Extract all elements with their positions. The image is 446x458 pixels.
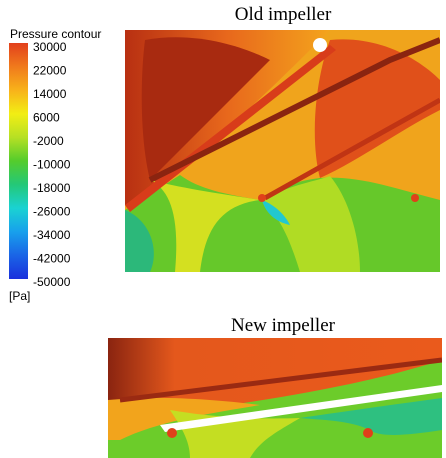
panel-title: New impeller bbox=[231, 315, 336, 336]
legend-unit: [Pa] bbox=[9, 289, 30, 303]
new-impeller-contour bbox=[108, 338, 442, 458]
legend-label: 30000 bbox=[33, 40, 67, 54]
panel-title: Old impeller bbox=[235, 4, 332, 25]
legend-label: 14000 bbox=[33, 87, 67, 101]
legend-label: -18000 bbox=[33, 181, 71, 195]
legend-label: -2000 bbox=[33, 134, 64, 148]
legend-label: 22000 bbox=[33, 64, 67, 78]
old-impeller-contour bbox=[125, 30, 440, 272]
legend-label: -26000 bbox=[33, 205, 71, 219]
legend-label: -10000 bbox=[33, 158, 71, 172]
legend-label: -42000 bbox=[33, 252, 71, 266]
legend-labels: 30000 22000 14000 6000 -2000 -10000 -18000 -260… bbox=[33, 40, 71, 289]
legend-title: Pressure contour bbox=[10, 27, 101, 41]
legend-label: -34000 bbox=[33, 228, 71, 242]
color-bar bbox=[9, 43, 28, 279]
legend-label: -50000 bbox=[33, 275, 71, 289]
legend-label: 6000 bbox=[33, 111, 60, 125]
